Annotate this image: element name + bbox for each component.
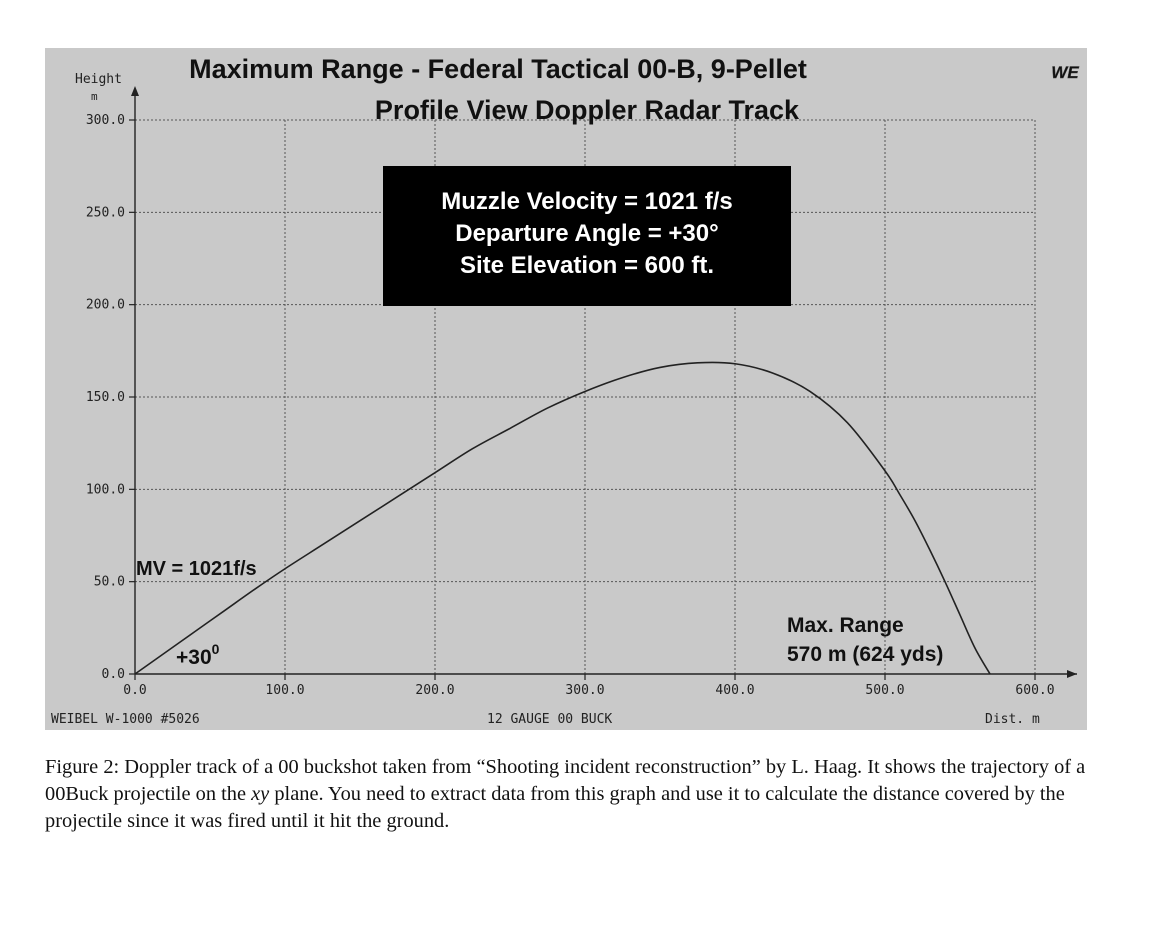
x-tick-label: 100.0 (265, 683, 304, 698)
y-axis-unit: m (91, 90, 98, 103)
axes (129, 86, 1077, 680)
y-tick-label: 100.0 (86, 482, 125, 497)
y-tick-label: 150.0 (86, 390, 125, 405)
x-axis-arrow (1067, 670, 1077, 678)
footer-device: WEIBEL W-1000 #5026 (51, 712, 200, 727)
x-tick-label: 600.0 (1015, 683, 1054, 698)
chart-svg: 0.0 100.0 200.0 300.0 400.0 500.0 600.0 0.0 50.0… (45, 48, 1087, 730)
x-tick-label: 500.0 (865, 683, 904, 698)
y-tick-label: 0.0 (102, 667, 125, 682)
caption-variable: xy (251, 783, 270, 805)
chart-subtitle: Profile View Doppler Radar Track (375, 95, 800, 125)
y-tick-label: 250.0 (86, 205, 125, 220)
x-tick-label: 0.0 (123, 683, 146, 698)
x-tick-label: 400.0 (715, 683, 754, 698)
annotation-max-range-value: 570 m (624 yds) (787, 643, 943, 666)
chart-title: Maximum Range - Federal Tactical 00-B, 9… (189, 54, 807, 84)
info-departure-angle: Departure Angle = +30° (455, 220, 718, 247)
x-axis-label: Dist. m (985, 712, 1040, 727)
x-tick-label: 300.0 (565, 683, 604, 698)
trajectory-line (134, 361, 991, 675)
y-tick-label: 200.0 (86, 298, 125, 313)
annotation-angle: +300 (176, 641, 220, 669)
chart-background (45, 48, 1087, 730)
annotation-max-range-title: Max. Range (787, 614, 904, 637)
tick-labels: 0.0 100.0 200.0 300.0 400.0 500.0 600.0 0.0 50.0… (86, 113, 1055, 698)
chart-figure: 0.0 100.0 200.0 300.0 400.0 500.0 600.0 0.0 50.0… (45, 48, 1087, 730)
caption-text-start: Figure 2: Doppler track of a 00 buckshot… (45, 756, 1086, 805)
info-site-elevation: Site Elevation = 600 ft. (460, 252, 714, 279)
brand-logo: WE (1051, 63, 1079, 82)
figure-caption: Figure 2: Doppler track of a 00 buckshot… (45, 754, 1105, 835)
x-tick-label: 200.0 (415, 683, 454, 698)
info-box (383, 166, 791, 306)
annotation-mv: MV = 1021f/s (136, 558, 257, 580)
caption-text-end: plane. You need to extract data from thi… (45, 783, 1065, 832)
info-muzzle-velocity: Muzzle Velocity = 1021 f/s (441, 188, 732, 215)
y-axis-label: Height (75, 72, 122, 87)
y-tick-label: 50.0 (94, 575, 125, 590)
annotation-angle-degree: 0 (212, 641, 220, 657)
y-tick-label: 300.0 (86, 113, 125, 128)
y-axis-arrow (131, 86, 139, 96)
annotation-angle-base: +30 (176, 646, 212, 669)
footer-load: 12 GAUGE 00 BUCK (487, 712, 612, 727)
